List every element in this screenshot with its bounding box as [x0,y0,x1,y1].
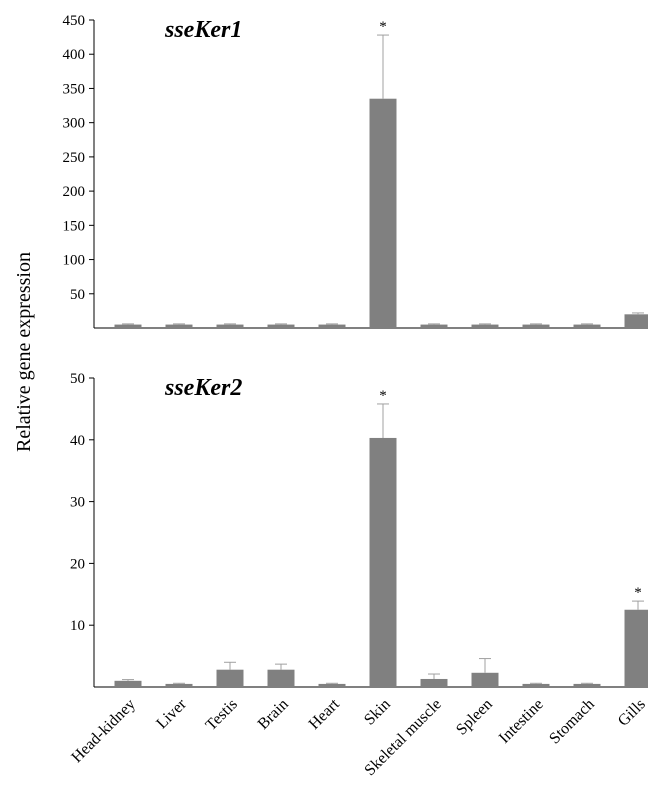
x-tick-label: Liver [153,695,190,732]
y-tick-label: 250 [63,150,86,166]
y-tick-label: 40 [70,433,85,449]
panel-sseker2: sseKer2 10 20 30 40 50 * * [70,371,648,688]
bar [522,683,550,687]
bar [624,609,648,687]
x-tick-label: Brain [255,696,292,733]
x-tick-label: Spleen [453,696,496,739]
y-tick-label: 50 [70,371,85,387]
bar [471,672,499,687]
category-labels: Head-kidney Liver Testis Brain Heart SkinSkel… [68,695,648,779]
bar [471,324,499,328]
bar [573,324,601,328]
significance-marker: * [634,585,642,601]
y-tick-label: 450 [63,13,86,29]
x-tick-label: Head-kidney [68,696,138,766]
bar [318,683,346,687]
y-tick-label: 50 [70,287,85,303]
bar [114,324,142,328]
y-tick-label: 100 [63,253,86,269]
bar [522,324,550,328]
bar [624,314,648,328]
y-tick-label: 20 [70,556,85,572]
x-tick-label: Heart [306,695,344,733]
y-tick-label: 10 [70,618,85,634]
x-tick-label: Testis [203,696,241,734]
y-tick-label: 300 [63,116,86,132]
bar [420,678,448,687]
x-tick-label: Gills [615,696,648,730]
x-tick-label: Intestine [496,696,547,747]
bar [165,324,193,328]
y-tick-label: 400 [63,47,86,63]
bar [369,98,397,328]
x-tick-label: Stomach [546,696,598,748]
bar [216,669,244,687]
y-tick-label: 200 [63,184,86,200]
significance-marker: * [379,19,387,35]
bar [369,437,397,687]
y-tick-label: 30 [70,495,85,511]
bar [420,324,448,328]
bar [573,683,601,687]
panel-sseker1: sseKer1 50 100 150 200 250 300 350 400 450 * [63,13,648,329]
y-tick-label: 350 [63,81,86,97]
bar [114,680,142,687]
y-tick-label: 150 [63,218,86,234]
bar [165,683,193,687]
bar [318,324,346,328]
significance-marker: * [379,388,387,404]
x-tick-label: Skin [361,696,394,729]
bar [267,669,295,687]
panel-title: sseKer2 [164,375,242,401]
bar [216,324,244,328]
bar [267,324,295,328]
y-axis-label: Relative gene expression [13,252,35,452]
panel-title: sseKer1 [164,17,242,43]
